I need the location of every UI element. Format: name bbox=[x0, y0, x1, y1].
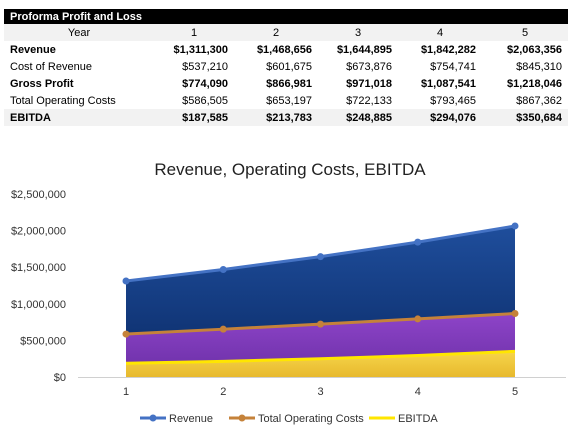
legend-marker bbox=[238, 414, 246, 422]
cell: $971,018 bbox=[346, 77, 392, 90]
data-point bbox=[122, 277, 130, 285]
row-label: Total Operating Costs bbox=[10, 94, 116, 107]
row-label: Cost of Revenue bbox=[10, 60, 92, 73]
y-tick-label: $2,000,000 bbox=[11, 226, 66, 238]
y-tick-label: $0 bbox=[54, 372, 66, 384]
plot-area bbox=[122, 222, 519, 377]
x-tick-label: 3 bbox=[317, 386, 323, 398]
cell: $601,675 bbox=[266, 60, 312, 73]
cell: $673,876 bbox=[346, 60, 392, 73]
series-line-ebitda bbox=[125, 349, 516, 365]
chart-title: Revenue, Operating Costs, EBITDA bbox=[154, 160, 426, 179]
legend-label: Revenue bbox=[169, 413, 213, 425]
cell: $653,197 bbox=[266, 94, 312, 107]
y-tick-label: $1,500,000 bbox=[11, 262, 66, 274]
cell: $537,210 bbox=[182, 60, 228, 73]
cell: $213,783 bbox=[234, 109, 318, 126]
table-title: Proforma Profit and Loss bbox=[4, 9, 569, 24]
cell: $2,063,356 bbox=[506, 43, 563, 56]
cell: $294,076 bbox=[398, 109, 482, 126]
year-header: 4 bbox=[398, 24, 482, 41]
cell: $1,644,895 bbox=[336, 43, 392, 56]
legend-label: EBITDA bbox=[398, 413, 438, 425]
x-tick-label: 5 bbox=[512, 386, 518, 398]
data-point bbox=[122, 330, 130, 338]
x-tick-label: 4 bbox=[415, 386, 421, 398]
data-point bbox=[317, 320, 324, 328]
cell: $793,465 bbox=[430, 94, 476, 107]
row-label: EBITDA bbox=[4, 109, 154, 126]
cell: $845,310 bbox=[516, 60, 563, 73]
year-header: 3 bbox=[318, 24, 398, 41]
year-header: 2 bbox=[234, 24, 318, 41]
cell: $1,218,046 bbox=[506, 77, 563, 90]
year-label: Year bbox=[4, 24, 154, 41]
y-tick-label: $2,500,000 bbox=[11, 189, 66, 201]
cell: $350,684 bbox=[482, 109, 569, 126]
data-point bbox=[511, 310, 519, 318]
legend-label: Total Operating Costs bbox=[258, 413, 364, 425]
cell: $1,468,656 bbox=[256, 43, 312, 56]
year-header-row: Year 1 2 3 4 5 bbox=[4, 24, 569, 41]
legend: Revenue Total Operating Costs EBITDA bbox=[140, 413, 438, 425]
area-ebitda bbox=[126, 351, 515, 377]
cell: $248,885 bbox=[318, 109, 398, 126]
cell: $866,981 bbox=[266, 77, 312, 90]
data-point bbox=[219, 265, 227, 273]
table-row-gross-profit: Gross Profit $774,090 $866,981 $971,018 … bbox=[4, 75, 568, 92]
cell: $774,090 bbox=[182, 77, 228, 90]
year-header: 1 bbox=[154, 24, 234, 41]
cell: $754,741 bbox=[430, 60, 476, 73]
row-label: Revenue bbox=[10, 43, 56, 56]
cell: $1,087,541 bbox=[420, 77, 476, 90]
area-chart: Revenue, Operating Costs, EBITDA $0 $500,… bbox=[11, 160, 566, 425]
year-header: 5 bbox=[482, 24, 569, 41]
data-point bbox=[511, 222, 519, 230]
x-tick-label: 2 bbox=[220, 386, 226, 398]
y-tick-label: $500,000 bbox=[20, 335, 66, 347]
data-point bbox=[414, 238, 422, 246]
legend-marker bbox=[149, 414, 157, 422]
table-row-cost-of-revenue: Cost of Revenue $537,210 $601,675 $673,8… bbox=[4, 58, 568, 75]
cell: $586,505 bbox=[182, 94, 228, 107]
table-row-revenue: Revenue $1,311,300 $1,468,656 $1,644,895… bbox=[4, 41, 568, 58]
table-title-row: Proforma Profit and Loss bbox=[4, 9, 569, 24]
y-tick-label: $1,000,000 bbox=[11, 299, 66, 311]
cell: $1,842,282 bbox=[420, 43, 476, 56]
pl-table-container: Proforma Profit and Loss Year 1 2 3 4 5 … bbox=[4, 9, 569, 126]
cell: $722,133 bbox=[346, 94, 392, 107]
profit-loss-table: Proforma Profit and Loss Year 1 2 3 4 5 … bbox=[4, 9, 569, 126]
x-tick-label: 1 bbox=[123, 386, 129, 398]
cell: $187,585 bbox=[154, 109, 234, 126]
data-point bbox=[414, 315, 422, 323]
data-point bbox=[219, 325, 227, 333]
table-row-ebitda: EBITDA $187,585 $213,783 $248,885 $294,0… bbox=[4, 109, 569, 126]
table-row-total-operating-costs: Total Operating Costs $586,505 $653,197 … bbox=[4, 92, 568, 109]
row-label: Gross Profit bbox=[10, 77, 74, 90]
cell: $1,311,300 bbox=[173, 43, 228, 56]
data-point bbox=[317, 253, 324, 261]
cell: $867,362 bbox=[516, 94, 563, 107]
axes: $0 $500,000 $1,000,000 $1,500,000 $2,000,000… bbox=[11, 189, 566, 398]
